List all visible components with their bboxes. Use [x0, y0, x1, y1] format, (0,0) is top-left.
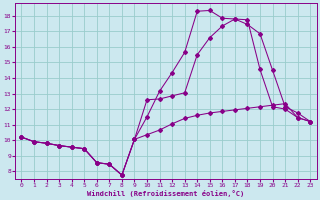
X-axis label: Windchill (Refroidissement éolien,°C): Windchill (Refroidissement éolien,°C): [87, 190, 244, 197]
